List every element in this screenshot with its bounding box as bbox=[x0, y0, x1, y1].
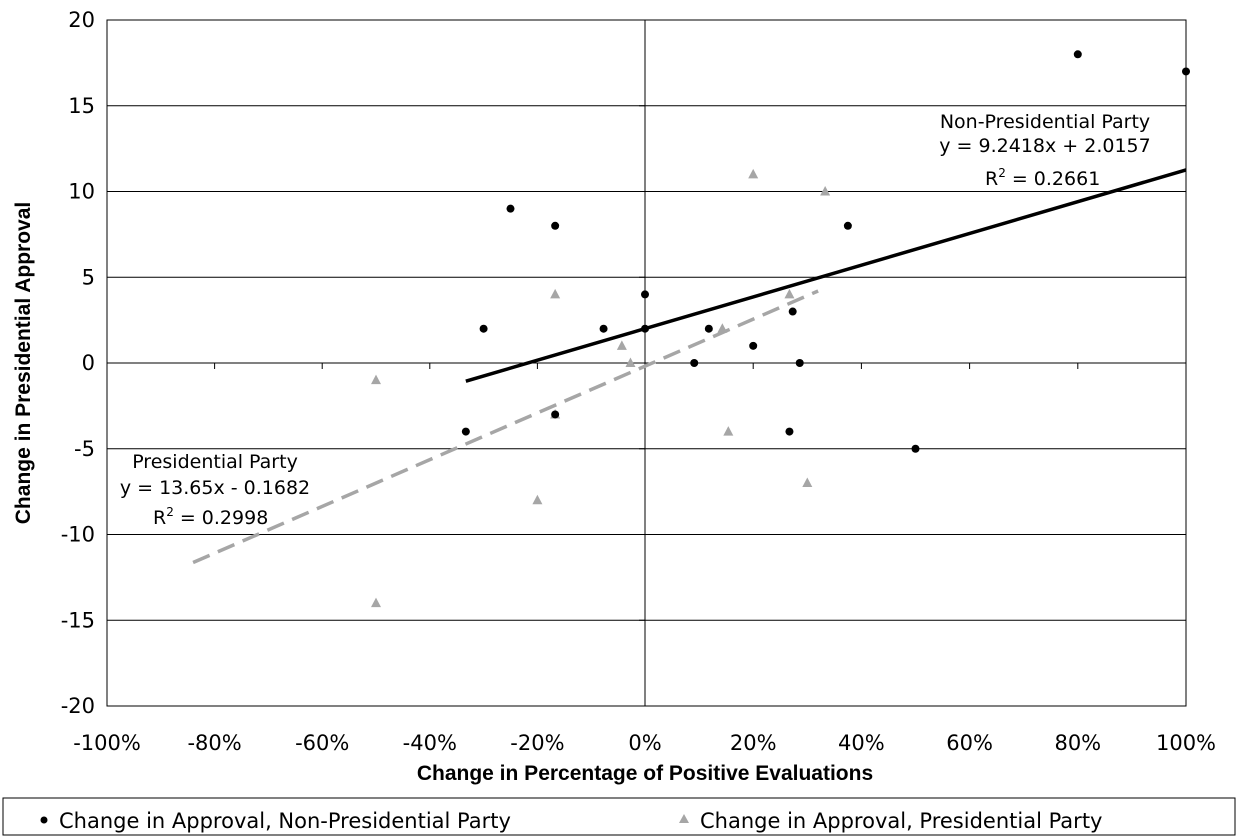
annotation-presidential: Presidential Party y = 13.65x - 0.1682 R… bbox=[120, 451, 310, 529]
point-presidential bbox=[616, 340, 627, 350]
point-non-presidential bbox=[551, 221, 560, 230]
x-tick-labels: -100% -80% -60% -40% -20% 0% 20% 40% 60% 80% 100% bbox=[73, 731, 1216, 755]
legend-frame bbox=[2, 797, 1236, 836]
x-tick-label: 60% bbox=[946, 731, 993, 755]
x-tick-label: 40% bbox=[838, 731, 885, 755]
trendline-presidential bbox=[192, 289, 819, 565]
r2-value-np: = 0.2661 bbox=[1012, 168, 1100, 190]
point-non-presidential bbox=[461, 427, 470, 436]
point-non-presidential bbox=[843, 221, 852, 230]
point-presidential bbox=[748, 168, 759, 179]
x-tick-label: -60% bbox=[295, 731, 349, 755]
point-presidential bbox=[717, 323, 728, 333]
point-non-presidential bbox=[704, 324, 713, 333]
x-tick-label: -20% bbox=[510, 731, 564, 755]
point-non-presidential bbox=[1073, 50, 1082, 59]
y-tick-label: 5 bbox=[82, 265, 95, 289]
annotation-non-presidential-r2: R2 = 0.2661 bbox=[985, 166, 1100, 190]
x-tick-label: 80% bbox=[1054, 731, 1101, 755]
r2-label-p: R bbox=[153, 507, 166, 529]
point-non-presidential bbox=[641, 324, 649, 333]
legend-label-presidential: Change in Approval, Presidential Party bbox=[700, 809, 1102, 833]
point-non-presidential bbox=[551, 410, 560, 419]
x-axis-title: Change in Percentage of Positive Evaluat… bbox=[417, 762, 873, 785]
y-tick-label: -15 bbox=[61, 608, 95, 632]
y-tick-label: 0 bbox=[82, 351, 95, 375]
y-tick-label: -20 bbox=[61, 694, 95, 718]
annotation-presidential-equation: y = 13.65x - 0.1682 bbox=[120, 477, 310, 499]
annotation-non-presidential-equation: y = 9.2418x + 2.0157 bbox=[939, 135, 1150, 157]
r2-superscript-p: 2 bbox=[166, 505, 174, 519]
point-presidential bbox=[532, 494, 543, 505]
point-non-presidential bbox=[785, 427, 794, 436]
point-non-presidential bbox=[788, 307, 797, 316]
point-presidential bbox=[784, 288, 795, 299]
y-tick-label: 20 bbox=[68, 8, 95, 32]
y-tick-labels: -20 -15 -10 -5 0 5 10 15 20 bbox=[61, 8, 95, 718]
r2-value-p: = 0.2998 bbox=[180, 507, 268, 529]
point-non-presidential bbox=[795, 359, 804, 367]
x-tick-label: 20% bbox=[730, 731, 777, 755]
y-tick-label: -10 bbox=[61, 523, 95, 547]
annotation-presidential-label: Presidential Party bbox=[132, 451, 298, 473]
data-points bbox=[371, 50, 1190, 608]
point-non-presidential bbox=[599, 324, 608, 333]
legend: Change in Approval, Non-Presidential Par… bbox=[2, 797, 1236, 836]
x-tick-label: -80% bbox=[187, 731, 241, 755]
point-presidential bbox=[625, 357, 636, 367]
point-presidential bbox=[802, 477, 813, 488]
y-tick-label: 15 bbox=[68, 94, 95, 118]
point-presidential bbox=[371, 597, 381, 608]
y-axis-title: Change in Presidential Approval bbox=[12, 202, 35, 524]
r2-superscript-np: 2 bbox=[998, 166, 1006, 180]
x-tick-label: -40% bbox=[403, 731, 457, 755]
point-non-presidential bbox=[749, 341, 758, 350]
x-tick-label: -100% bbox=[73, 731, 141, 755]
x-tick-label: 0% bbox=[628, 731, 661, 755]
legend-marker-presidential bbox=[679, 814, 689, 823]
point-non-presidential bbox=[506, 204, 515, 213]
point-presidential bbox=[371, 374, 381, 385]
r2-label-np: R bbox=[985, 168, 998, 190]
y-tick-label: 10 bbox=[68, 180, 95, 204]
point-non-presidential bbox=[911, 444, 920, 453]
annotation-non-presidential-label: Non-Presidential Party bbox=[940, 111, 1150, 133]
x-tick-label: 100% bbox=[1156, 731, 1216, 755]
point-presidential bbox=[723, 426, 734, 436]
trendlines bbox=[192, 168, 1187, 565]
point-non-presidential bbox=[479, 324, 488, 333]
point-non-presidential bbox=[1182, 67, 1190, 76]
annotation-presidential-r2: R2 = 0.2998 bbox=[153, 505, 268, 529]
trendline-non-presidential bbox=[465, 168, 1187, 383]
y-tick-label: -5 bbox=[74, 437, 95, 461]
legend-label-non-presidential: Change in Approval, Non-Presidential Par… bbox=[59, 809, 511, 833]
point-non-presidential bbox=[690, 359, 699, 367]
legend-marker-non-presidential bbox=[40, 816, 48, 824]
point-presidential bbox=[550, 288, 561, 299]
annotation-non-presidential: Non-Presidential Party y = 9.2418x + 2.0… bbox=[939, 111, 1150, 190]
point-non-presidential bbox=[641, 290, 649, 299]
gridlines bbox=[107, 19, 1186, 707]
axes bbox=[106, 19, 1187, 707]
point-presidential bbox=[820, 186, 831, 196]
